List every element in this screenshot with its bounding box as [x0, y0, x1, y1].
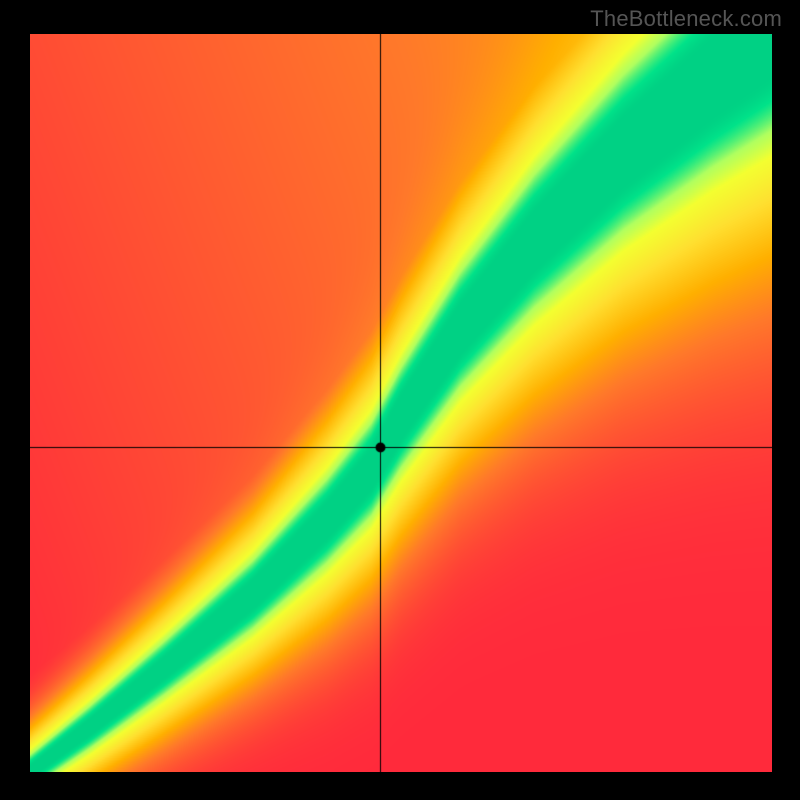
watermark-text: TheBottleneck.com — [590, 6, 782, 32]
crosshair-overlay — [30, 34, 772, 772]
plot-area — [30, 34, 772, 772]
plot-frame — [0, 0, 800, 800]
